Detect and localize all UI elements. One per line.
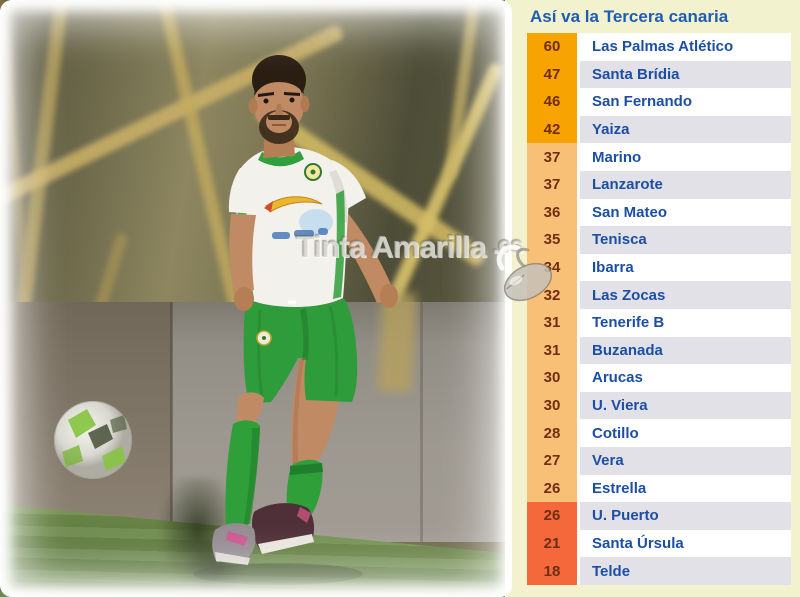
team-name: Vera — [577, 446, 791, 475]
table-row: 31 Buzanada — [527, 336, 791, 365]
team-name: Buzanada — [577, 336, 791, 365]
team-name: Yaiza — [577, 115, 791, 144]
table-row: 37 Marino — [527, 143, 791, 171]
team-name: Ibarra — [577, 253, 791, 282]
team-name: San Fernando — [577, 88, 791, 116]
standings-panel: Así va la Tercera canaria 60 Las Palmas A… — [505, 0, 800, 597]
points-cell: 46 — [527, 88, 577, 116]
team-name: Santa Brídia — [577, 60, 791, 89]
team-name: U. Viera — [577, 391, 791, 420]
points-cell: 28 — [527, 419, 577, 447]
points-cell: 36 — [527, 198, 577, 227]
table-row: 47 Santa Brídia — [527, 60, 791, 89]
points-cell: 18 — [527, 557, 577, 585]
table-row: 21 Santa Úrsula — [527, 529, 791, 558]
points-cell: 30 — [527, 391, 577, 420]
team-name: San Mateo — [577, 198, 791, 227]
team-name: Las Zocas — [577, 281, 791, 309]
table-row: 37 Lanzarote — [527, 170, 791, 199]
table-row: 30 Arucas — [527, 364, 791, 392]
table-row: 32 Las Zocas — [527, 281, 791, 309]
points-cell: 27 — [527, 446, 577, 475]
points-cell: 26 — [527, 502, 577, 530]
table-row: 42 Yaiza — [527, 115, 791, 144]
points-cell: 47 — [527, 60, 577, 89]
points-cell: 30 — [527, 364, 577, 392]
team-name: U. Puerto — [577, 502, 791, 530]
soccer-ball — [54, 401, 132, 479]
team-name: Arucas — [577, 364, 791, 392]
player-front-leg — [212, 392, 264, 565]
team-name: Lanzarote — [577, 170, 791, 199]
team-name: Tenerife B — [577, 308, 791, 337]
player-jersey — [235, 146, 349, 308]
player-head — [248, 55, 310, 158]
team-name: Las Palmas Atlético — [577, 33, 791, 61]
table-row: 34 Ibarra — [527, 253, 791, 282]
points-cell: 37 — [527, 170, 577, 199]
points-cell: 31 — [527, 308, 577, 337]
mouse-icon — [496, 244, 553, 302]
team-name: Marino — [577, 143, 791, 171]
table-row: 46 San Fernando — [527, 88, 791, 116]
table-row: 18 Telde — [527, 557, 791, 585]
points-cell: 21 — [527, 529, 577, 558]
watermark-text: Tinta Amarilla — [296, 229, 486, 264]
table-row: 27 Vera — [527, 446, 791, 475]
table-row: 26 Estrella — [527, 474, 791, 503]
table-row: 28 Cotillo — [527, 419, 791, 447]
table-row: 60 Las Palmas Atlético — [527, 33, 791, 61]
points-cell: 42 — [527, 115, 577, 144]
player-illustration — [54, 55, 398, 585]
table-row: 26 U. Puerto — [527, 502, 791, 530]
table-row: 35 Tenisca — [527, 226, 791, 254]
watermark: Tinta Amarilla .es — [296, 229, 524, 265]
team-name: Cotillo — [577, 419, 791, 447]
points-cell: 37 — [527, 143, 577, 171]
points-cell: 31 — [527, 336, 577, 365]
standings-table: 60 Las Palmas Atlético 47 Santa Brídia 46 San… — [527, 33, 791, 585]
player-shorts — [243, 298, 358, 404]
points-cell: 60 — [527, 33, 577, 61]
player-photo — [0, 0, 512, 597]
team-name: Telde — [577, 557, 791, 585]
table-row: 36 San Mateo — [527, 198, 791, 227]
team-name: Tenisca — [577, 226, 791, 254]
points-cell: 26 — [527, 474, 577, 503]
team-name: Estrella — [577, 474, 791, 503]
table-row: 30 U. Viera — [527, 391, 791, 420]
points-cell: 35 — [527, 226, 577, 254]
table-row: 31 Tenerife B — [527, 308, 791, 337]
team-name: Santa Úrsula — [577, 529, 791, 558]
panel-title: Así va la Tercera canaria — [530, 7, 729, 26]
player-front-arm — [228, 168, 261, 311]
